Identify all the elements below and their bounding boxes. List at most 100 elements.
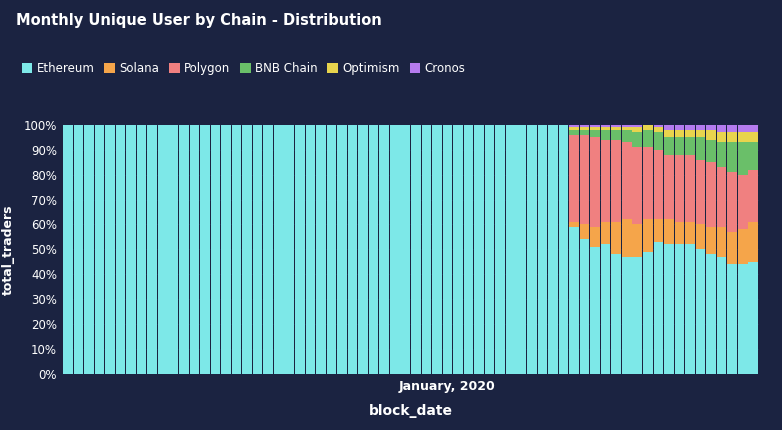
Bar: [421, 125, 431, 374]
Bar: [685, 137, 695, 155]
Bar: [717, 132, 726, 142]
Bar: [717, 227, 726, 257]
Bar: [527, 125, 536, 374]
Bar: [126, 125, 136, 374]
Bar: [633, 224, 642, 257]
Bar: [369, 125, 378, 374]
Bar: [400, 125, 410, 374]
Bar: [253, 125, 263, 374]
Bar: [738, 142, 748, 175]
Bar: [569, 222, 579, 227]
Bar: [685, 155, 695, 222]
Bar: [748, 262, 758, 374]
Bar: [622, 130, 632, 142]
Bar: [579, 240, 590, 374]
Bar: [358, 125, 368, 374]
Bar: [579, 127, 590, 130]
Bar: [706, 130, 716, 140]
Bar: [569, 130, 579, 135]
Bar: [727, 132, 737, 142]
Bar: [147, 125, 157, 374]
Bar: [664, 155, 674, 219]
Bar: [558, 125, 569, 374]
Bar: [137, 125, 146, 374]
Bar: [105, 125, 115, 374]
Bar: [601, 140, 611, 222]
Bar: [685, 130, 695, 137]
Bar: [200, 125, 210, 374]
Bar: [379, 125, 389, 374]
Bar: [579, 130, 590, 135]
Bar: [675, 137, 684, 155]
Bar: [316, 125, 326, 374]
Bar: [95, 125, 104, 374]
Bar: [685, 244, 695, 374]
Bar: [738, 175, 748, 230]
Bar: [506, 125, 515, 374]
Bar: [264, 125, 273, 374]
Bar: [706, 227, 716, 255]
Bar: [453, 125, 463, 374]
Bar: [231, 125, 242, 374]
Bar: [601, 222, 611, 244]
Bar: [612, 127, 621, 130]
Bar: [612, 130, 621, 140]
Bar: [738, 264, 748, 374]
Bar: [337, 125, 347, 374]
Bar: [717, 257, 726, 374]
Bar: [537, 125, 547, 374]
Bar: [675, 125, 684, 130]
Bar: [464, 125, 473, 374]
Bar: [495, 125, 505, 374]
Bar: [612, 255, 621, 374]
Bar: [601, 130, 611, 140]
Bar: [74, 125, 83, 374]
Bar: [168, 125, 178, 374]
Bar: [622, 142, 632, 219]
Bar: [675, 222, 684, 244]
Bar: [242, 125, 252, 374]
Bar: [590, 137, 600, 227]
Bar: [654, 242, 663, 374]
Bar: [727, 125, 737, 132]
Bar: [390, 125, 400, 374]
Y-axis label: total_traders: total_traders: [2, 204, 16, 295]
Bar: [327, 125, 336, 374]
Bar: [717, 142, 726, 167]
Bar: [221, 125, 231, 374]
Text: Monthly Unique User by Chain - Distribution: Monthly Unique User by Chain - Distribut…: [16, 13, 382, 28]
Bar: [210, 125, 221, 374]
Bar: [84, 125, 94, 374]
Bar: [727, 142, 737, 172]
Bar: [590, 130, 600, 137]
Bar: [579, 135, 590, 224]
Bar: [569, 127, 579, 130]
Bar: [685, 222, 695, 244]
Bar: [748, 222, 758, 262]
Bar: [727, 264, 737, 374]
Bar: [706, 140, 716, 162]
Bar: [569, 135, 579, 222]
Bar: [643, 130, 653, 147]
Bar: [63, 125, 73, 374]
Bar: [727, 172, 737, 232]
Bar: [717, 167, 726, 227]
Bar: [696, 137, 705, 160]
Bar: [685, 125, 695, 130]
Bar: [643, 147, 653, 219]
Bar: [738, 125, 748, 132]
Bar: [306, 125, 315, 374]
Bar: [633, 257, 642, 374]
Bar: [706, 125, 716, 130]
Bar: [548, 125, 558, 374]
Bar: [696, 160, 705, 224]
Bar: [675, 244, 684, 374]
Bar: [622, 125, 632, 127]
Bar: [516, 125, 526, 374]
Bar: [474, 125, 484, 374]
Bar: [285, 125, 294, 374]
Bar: [696, 224, 705, 249]
Bar: [748, 132, 758, 142]
Bar: [612, 125, 621, 127]
Bar: [612, 222, 621, 255]
